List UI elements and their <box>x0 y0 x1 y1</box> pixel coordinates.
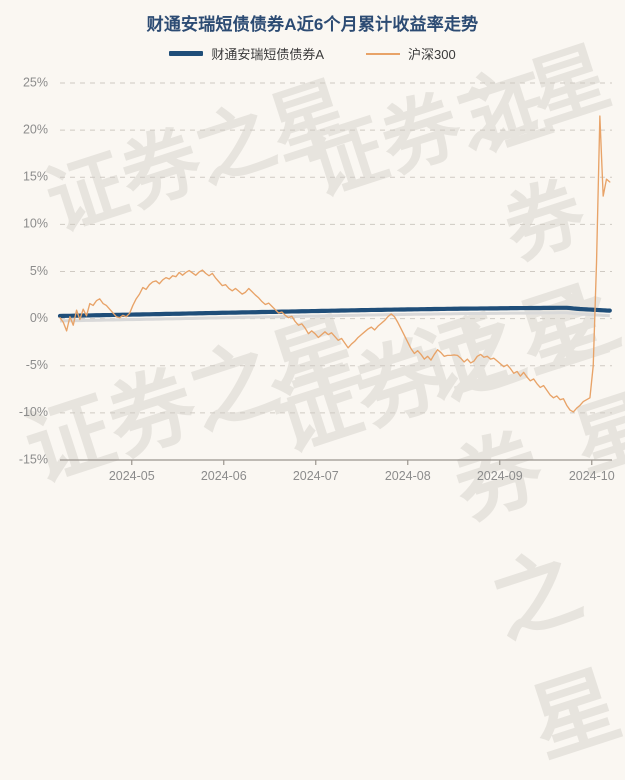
series-line-fund <box>57 305 612 319</box>
legend-label-index: 沪深300 <box>407 47 456 62</box>
y-axis-tick-label: -10% <box>19 405 48 419</box>
series-line-fund-shadow <box>59 311 610 323</box>
gridlines-group <box>60 82 612 414</box>
y-axis-labels-group: 25% 20% 15% 10% 5% 0% -5% -10% -15% <box>19 75 48 466</box>
y-axis-tick-label: 15% <box>23 170 48 184</box>
x-axis-tick-label: 2024-09 <box>477 469 523 483</box>
x-axis-tick-label: 2024-06 <box>201 469 247 483</box>
y-axis-tick-label: 0% <box>30 311 48 325</box>
y-axis-tick-label: 5% <box>30 264 48 278</box>
y-axis-tick-label: -5% <box>26 358 48 372</box>
legend-item-fund[interactable]: 财通安瑞短债债券A <box>169 44 324 63</box>
x-axis-ticks-group <box>131 460 593 465</box>
x-axis-labels-group: 2024-05 2024-06 2024-07 2024-08 2024-09 2024-… <box>109 469 615 483</box>
page-title: 财通安瑞短债债券A近6个月累计收益率走势 <box>146 15 479 34</box>
legend-label-fund: 财通安瑞短债债券A <box>211 47 324 62</box>
y-axis-tick-label: 20% <box>23 122 48 136</box>
x-axis-tick-label: 2024-08 <box>385 469 431 483</box>
legend-swatch-fund-icon <box>169 51 204 56</box>
legend-item-index[interactable]: 沪深300 <box>365 44 456 63</box>
x-axis-tick-label: 2024-05 <box>109 469 155 483</box>
chart-container: 证券之星 证券之星 证券之星 证券之星 证券之星 证券之星 财通安瑞短债债券A近… <box>0 15 625 776</box>
legend-swatch-index-icon <box>365 52 400 55</box>
x-axis-tick-label: 2024-07 <box>293 469 339 483</box>
y-axis-tick-label: 25% <box>23 75 48 89</box>
y-axis-tick-label: 10% <box>23 217 48 231</box>
plot-area: 25%20%15%10%5%0%-5%-10%-15% 2024-05 2024-… <box>19 75 615 483</box>
chart-legend: 财通安瑞短债债券A 沪深300 <box>0 44 625 63</box>
series-line-index <box>59 115 611 413</box>
x-axis-tick-label: 2024-10 <box>569 469 615 483</box>
y-axis-tick-label: -15% <box>19 452 48 466</box>
